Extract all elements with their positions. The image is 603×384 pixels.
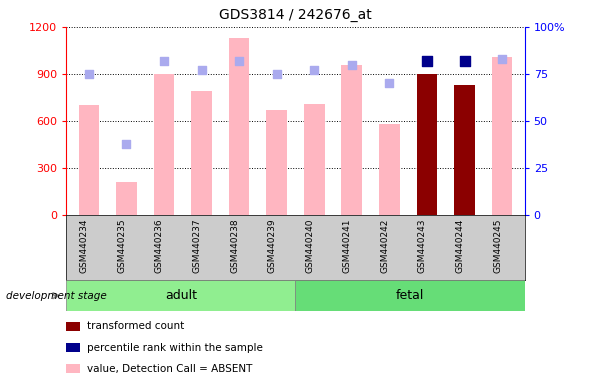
Text: GSM440237: GSM440237 [192, 218, 201, 273]
Point [385, 80, 394, 86]
Bar [154, 74, 174, 215]
Bar [491, 57, 513, 215]
Point [309, 67, 319, 73]
Text: GSM440239: GSM440239 [268, 218, 277, 273]
Point [84, 71, 93, 77]
Text: fetal: fetal [396, 289, 425, 302]
Text: value, Detection Call = ABSENT: value, Detection Call = ABSENT [87, 364, 253, 374]
Point [197, 67, 206, 73]
Bar [341, 65, 362, 215]
Point [459, 58, 469, 64]
Text: GSM440238: GSM440238 [230, 218, 239, 273]
Point [122, 141, 131, 147]
Point [422, 58, 432, 64]
Bar [78, 105, 99, 215]
Point [497, 56, 507, 62]
Point [235, 58, 244, 64]
Point [272, 71, 282, 77]
Point [347, 61, 356, 68]
Bar [295, 280, 525, 311]
Point [159, 58, 169, 64]
Bar [267, 110, 287, 215]
Text: GSM440236: GSM440236 [155, 218, 164, 273]
Text: development stage: development stage [6, 291, 107, 301]
Bar [229, 38, 250, 215]
Bar [379, 124, 400, 215]
Text: adult: adult [165, 289, 197, 302]
Text: GSM440242: GSM440242 [380, 218, 390, 273]
Text: GSM440240: GSM440240 [305, 218, 314, 273]
Bar [66, 280, 295, 311]
Text: GSM440241: GSM440241 [343, 218, 352, 273]
Bar [191, 91, 212, 215]
Text: percentile rank within the sample: percentile rank within the sample [87, 343, 264, 353]
Title: GDS3814 / 242676_at: GDS3814 / 242676_at [219, 8, 372, 22]
Text: GSM440243: GSM440243 [418, 218, 427, 273]
Bar [304, 104, 324, 215]
Bar [454, 85, 475, 215]
Bar [116, 182, 137, 215]
Text: GSM440235: GSM440235 [118, 218, 127, 273]
Text: GSM440234: GSM440234 [80, 218, 89, 273]
Text: transformed count: transformed count [87, 321, 185, 331]
Text: GSM440244: GSM440244 [455, 218, 464, 273]
Text: GSM440245: GSM440245 [493, 218, 502, 273]
Bar [417, 74, 437, 215]
